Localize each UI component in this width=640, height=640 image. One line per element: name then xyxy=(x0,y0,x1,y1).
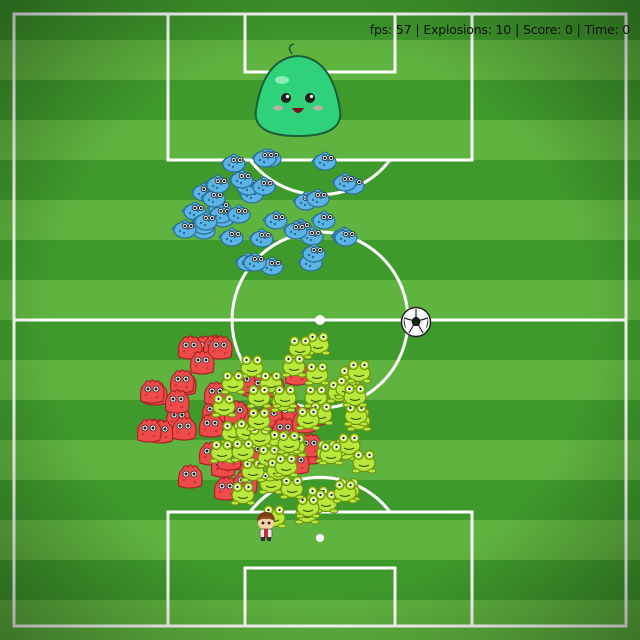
yellow-frog-icon xyxy=(210,391,238,418)
fps-counter: fps: 57 xyxy=(369,22,412,37)
yellow-frog-icon xyxy=(345,357,373,384)
yellow-frog-icon xyxy=(275,428,303,455)
yellow-frog-icon xyxy=(245,382,273,409)
yellow-frog-icon xyxy=(271,382,299,409)
blue-fish-icon xyxy=(303,187,331,209)
yellow-frog-icon xyxy=(219,368,247,395)
yellow-frog-icon xyxy=(331,477,359,504)
soccer-ball-icon xyxy=(400,306,432,338)
yellow-frog-icon xyxy=(245,405,273,432)
blue-fish-icon xyxy=(249,175,277,197)
red-blob-icon xyxy=(187,348,217,376)
yellow-frog-icon xyxy=(229,436,257,463)
time-counter: Time: 0 xyxy=(584,22,631,37)
red-blob-icon xyxy=(137,377,167,405)
yellow-frog-icon xyxy=(350,447,378,474)
blue-fish-icon xyxy=(224,203,252,225)
red-blob-icon xyxy=(167,367,197,395)
yellow-frog-icon xyxy=(272,451,300,478)
blue-fish-icon xyxy=(330,171,358,193)
hud-separator: | xyxy=(515,22,520,37)
yellow-frog-icon xyxy=(303,359,331,386)
explosions-counter: Explosions: 10 xyxy=(423,22,512,37)
blue-fish-icon xyxy=(331,226,359,248)
blue-fish-icon xyxy=(281,219,309,241)
red-blob-icon xyxy=(169,414,199,442)
blue-fish-icon xyxy=(240,251,268,273)
blue-fish-icon xyxy=(217,226,245,248)
blue-fish-icon xyxy=(250,147,278,169)
red-blob-icon xyxy=(162,387,192,415)
hud-separator: | xyxy=(576,22,581,37)
blue-fish-icon xyxy=(170,218,198,240)
blue-fish-icon xyxy=(219,152,247,174)
yellow-frog-icon xyxy=(341,381,369,408)
yellow-frog-icon xyxy=(304,329,332,356)
red-blob-icon xyxy=(196,411,226,439)
score-counter: Score: 0 xyxy=(523,22,573,37)
yellow-frog-icon xyxy=(312,487,340,514)
blue-fish-icon xyxy=(199,187,227,209)
hud: fps: 57 | Explosions: 10 | Score: 0 | Time: 0 xyxy=(370,22,630,37)
yellow-frog-icon xyxy=(280,351,308,378)
yellow-frog-icon xyxy=(278,473,306,500)
hud-separator: | xyxy=(415,22,420,37)
blue-fish-icon xyxy=(309,209,337,231)
yellow-frog-icon xyxy=(294,404,322,431)
slime-icon xyxy=(252,43,344,140)
blue-fish-icon xyxy=(247,227,275,249)
red-blob-icon xyxy=(205,333,235,361)
blue-fish-icon xyxy=(310,150,338,172)
blue-fish-icon xyxy=(299,242,327,264)
blue-fish-icon xyxy=(203,173,231,195)
blue-fish-icon xyxy=(191,210,219,232)
player-character-icon xyxy=(253,510,279,542)
yellow-frog-icon xyxy=(229,479,257,506)
blue-fish-icon xyxy=(261,209,289,231)
red-blob-icon xyxy=(175,462,205,490)
blue-fish-icon xyxy=(227,168,255,190)
red-blob-icon xyxy=(134,416,164,444)
yellow-frog-icon xyxy=(317,439,345,466)
